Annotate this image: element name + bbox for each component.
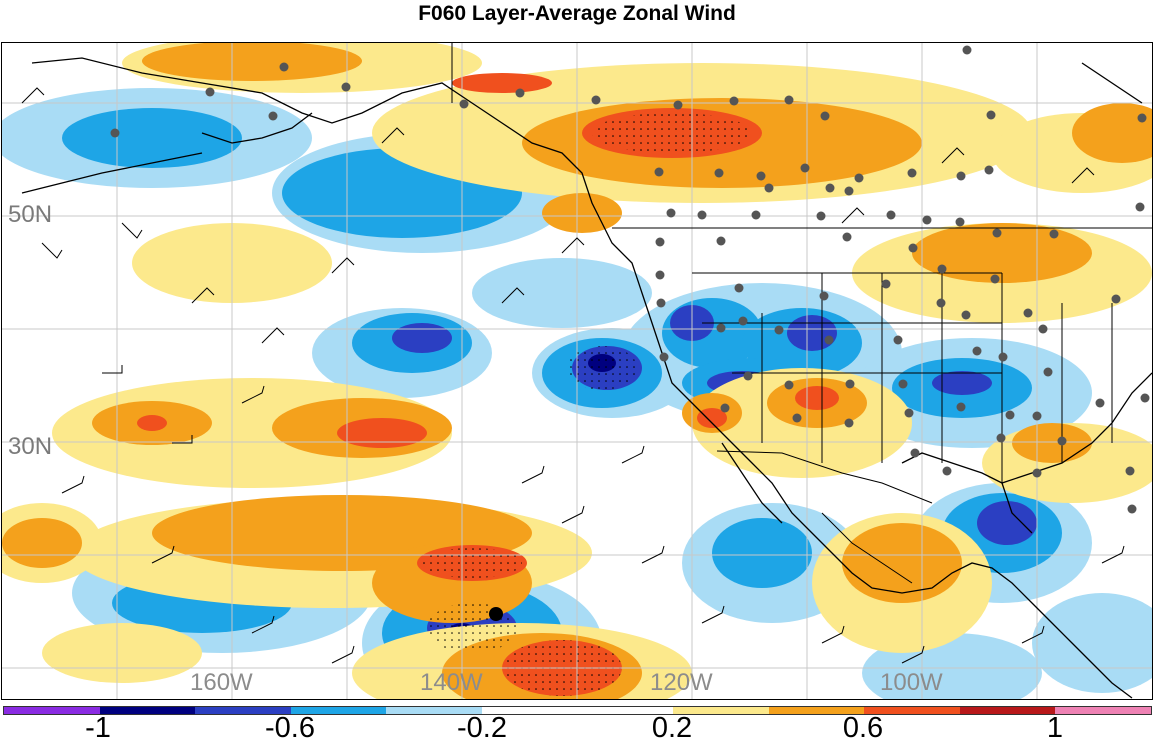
map-panel[interactable]: 50N 30N 160W 140W 120W 100W <box>1 42 1153 700</box>
lon-label-100w: 100W <box>880 669 943 696</box>
target-marker <box>489 607 503 621</box>
colorbar-swatch <box>290 707 387 714</box>
colorbar-label: -1 <box>85 712 111 744</box>
lon-label-120w: 120W <box>650 669 713 696</box>
colorbar-swatch <box>1055 707 1151 714</box>
colorbar-swatch <box>577 707 674 714</box>
colorbar-swatch <box>481 707 578 714</box>
station-dots <box>110 45 1150 514</box>
colorbar-swatch <box>386 707 482 714</box>
map-title: F060 Layer-Average Zonal Wind <box>418 2 736 25</box>
borders <box>451 43 1152 584</box>
colorbar-label: 0.6 <box>842 712 884 744</box>
graticule <box>2 43 1152 699</box>
colorbar-label: -0.6 <box>265 712 315 744</box>
colorbar-swatch <box>673 707 769 714</box>
colorbar-swatch <box>864 707 960 714</box>
colorbar-swatch <box>195 707 291 714</box>
colorbar-swatch <box>99 707 196 714</box>
lon-label-140w: 140W <box>420 669 483 696</box>
colorbar-label: -0.2 <box>457 712 507 744</box>
colorbar-swatch <box>768 707 865 714</box>
colorbar-swatch <box>4 707 100 714</box>
map-svg <box>2 43 1152 699</box>
lat-label-50n: 50N <box>8 201 53 228</box>
colorbar-swatch <box>959 707 1056 714</box>
lat-label-30n: 30N <box>8 433 53 460</box>
colorbar-label: 0.2 <box>651 712 693 744</box>
colorbar-label: 1 <box>1046 712 1064 744</box>
colorbar <box>3 706 1152 715</box>
lon-label-160w: 160W <box>190 669 253 696</box>
wind-barbs <box>21 87 1125 664</box>
